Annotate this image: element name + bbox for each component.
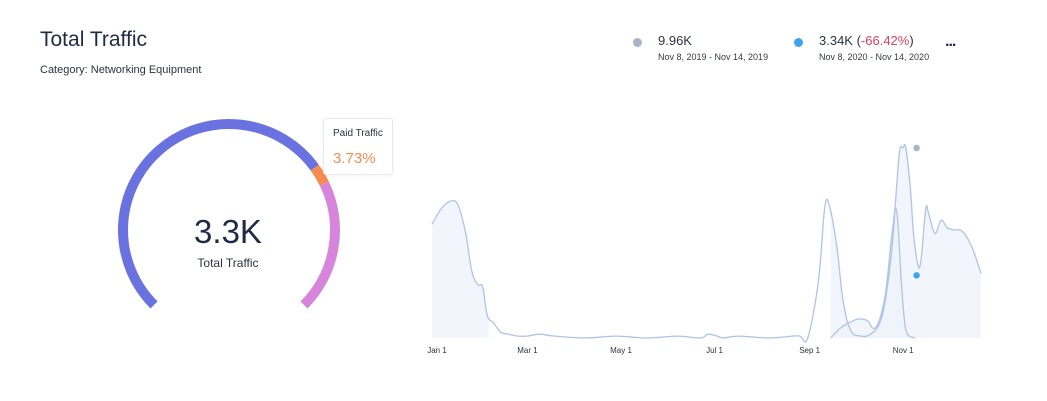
category-subtitle: Category: Networking Equipment	[40, 64, 202, 76]
series-line-1	[830, 207, 916, 339]
page-title: Total Traffic	[40, 28, 147, 51]
gauge-segment-0	[118, 119, 319, 309]
x-tick-label: Sep 1	[799, 346, 820, 355]
hover-marker-1	[913, 272, 920, 279]
hover-marker-0	[913, 144, 920, 152]
series-area-fill	[432, 200, 489, 338]
traffic-gauge	[118, 119, 340, 309]
legend-value: 9.96K	[658, 33, 692, 48]
legend-dot-icon	[794, 38, 803, 47]
legend-date-range: Nov 8, 2019 - Nov 14, 2019	[658, 52, 769, 62]
tooltip-label: Paid Traffic	[333, 128, 383, 139]
legend-value-number: 3.34K (	[819, 33, 861, 48]
series-area-fill	[830, 208, 916, 338]
series-line-0	[431, 143, 982, 343]
legend-value: 3.34K (-66.42%)	[819, 33, 914, 48]
legend-change: -66.42%	[860, 33, 910, 48]
gauge-label: Total Traffic	[197, 256, 259, 270]
traffic-area-chart: Jan 1 Mar 1 May 1 Jul 1 Sep 1 Nov 1	[427, 143, 982, 355]
tooltip-value: 3.73%	[333, 150, 376, 167]
gauge-segment-2	[300, 181, 340, 309]
x-tick-label: Jan 1	[427, 346, 447, 355]
gauge-segment-1	[310, 164, 329, 186]
more-dots-icon: ...	[945, 33, 956, 50]
legend-date-range: Nov 8, 2020 - Nov 14, 2020	[819, 52, 930, 62]
paid-traffic-tooltip: Paid Traffic 3.73%	[323, 118, 393, 175]
x-tick-label: Nov 1	[893, 346, 914, 355]
x-tick-label: Mar 1	[517, 346, 538, 355]
legend-change-close: )	[909, 33, 914, 48]
x-tick-label: Jul 1	[706, 346, 723, 355]
x-tick-label: May 1	[610, 346, 632, 355]
legend-dot-icon	[633, 38, 642, 47]
series-area-fill	[916, 205, 981, 338]
more-options-button[interactable]: ...	[945, 33, 967, 52]
gauge-value: 3.3K	[194, 213, 262, 250]
